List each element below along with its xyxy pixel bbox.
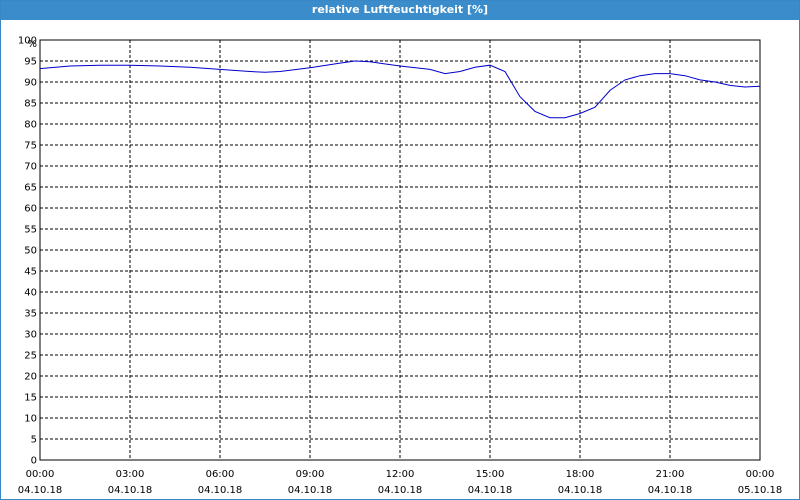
y-axis-unit-label: % xyxy=(27,39,37,50)
plot-area xyxy=(39,39,761,461)
x-tick-date-label: 04.10.18 xyxy=(108,485,153,496)
y-tick-label: 15 xyxy=(24,393,37,404)
x-tick-date-label: 04.10.18 xyxy=(378,485,423,496)
y-tick-label: 85 xyxy=(24,99,37,110)
x-tick-time-label: 18:00 xyxy=(566,469,595,480)
x-tick-time-label: 09:00 xyxy=(296,469,325,480)
x-tick-time-label: 12:00 xyxy=(386,469,415,480)
y-tick-label: 20 xyxy=(24,372,37,383)
y-tick-label: 5 xyxy=(31,435,37,446)
y-tick-label: 75 xyxy=(24,141,37,152)
x-tick-time-label: 21:00 xyxy=(656,469,685,480)
x-tick-date-label: 04.10.18 xyxy=(18,485,63,496)
y-tick-label: 25 xyxy=(24,351,37,362)
y-tick-label: 60 xyxy=(24,204,37,215)
x-tick-time-label: 00:00 xyxy=(26,469,55,480)
y-tick-label: 30 xyxy=(24,330,37,341)
x-tick-time-label: 15:00 xyxy=(476,469,505,480)
x-tick-date-label: 04.10.18 xyxy=(198,485,243,496)
y-axis-ticks: 0 5 10 15 20 25 30 35 40 45 50 55 60 65 70 75 80 85 90 95 10… xyxy=(18,36,37,467)
x-tick-time-label: 00:00 xyxy=(746,469,775,480)
x-tick-date-label: 05.10.18 xyxy=(738,485,783,496)
x-tick-date-label: 04.10.18 xyxy=(468,485,513,496)
y-tick-label: 65 xyxy=(24,183,37,194)
y-tick-label: 70 xyxy=(24,162,37,173)
x-tick-time-label: 06:00 xyxy=(206,469,235,480)
y-tick-label: 80 xyxy=(24,120,37,131)
grid-lines xyxy=(40,40,760,460)
y-tick-label: 90 xyxy=(24,78,37,89)
y-tick-label: 10 xyxy=(24,414,37,425)
x-tick-date-label: 04.10.18 xyxy=(288,485,333,496)
y-tick-label: 45 xyxy=(24,267,37,278)
y-tick-label: 50 xyxy=(24,246,37,257)
y-tick-label: 0 xyxy=(31,456,37,467)
x-tick-date-label: 04.10.18 xyxy=(558,485,603,496)
y-tick-label: 55 xyxy=(24,225,37,236)
y-tick-label: 100 xyxy=(18,36,37,47)
y-tick-label: 95 xyxy=(24,57,37,68)
y-tick-label: 40 xyxy=(24,288,37,299)
chart-title: relative Luftfeuchtigkeit [%] xyxy=(311,3,489,16)
y-tick-label: 35 xyxy=(24,309,37,320)
humidity-series-line xyxy=(39,60,761,119)
x-axis-ticks: 00:00 04.10.18 03:00 04.10.18 06:00 04.10.18 0… xyxy=(18,469,783,496)
title-bar: relative Luftfeuchtigkeit [%] xyxy=(1,1,799,20)
x-tick-date-label: 04.10.18 xyxy=(648,485,693,496)
x-tick-time-label: 03:00 xyxy=(116,469,145,480)
